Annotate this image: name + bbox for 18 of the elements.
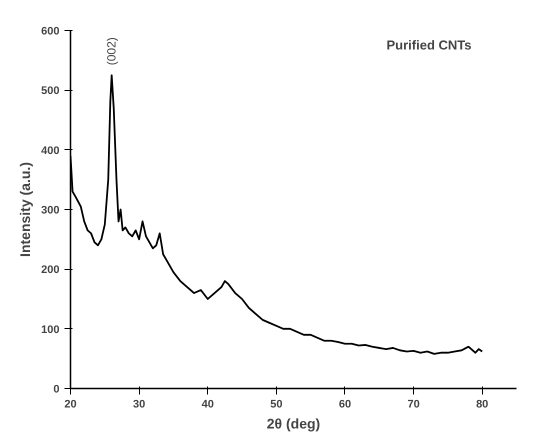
- y-tick-label: 300: [41, 204, 60, 216]
- x-tick-label: 70: [407, 398, 420, 410]
- x-tick-label: 40: [202, 398, 214, 410]
- y-tick-label: 200: [41, 264, 60, 276]
- y-tick-label: 400: [41, 144, 60, 157]
- x-axis-title: 2θ (deg): [266, 416, 320, 432]
- x-tick-label: 50: [270, 398, 282, 410]
- y-axis-title: Intensity (a.u.): [17, 162, 34, 257]
- annotation: (002): [104, 37, 119, 66]
- y-tick-label: 100: [41, 324, 60, 336]
- x-tick-label: 30: [133, 398, 146, 410]
- y-tick-label: 600: [41, 26, 60, 38]
- y-tick-label: 0: [53, 384, 60, 396]
- y-tick-label: 500: [41, 85, 60, 98]
- annotation: Purified CNTs: [386, 38, 472, 52]
- x-tick-label: 60: [338, 398, 352, 410]
- x-tick-label: 20: [64, 398, 77, 410]
- x-tick-label: 80: [476, 398, 488, 410]
